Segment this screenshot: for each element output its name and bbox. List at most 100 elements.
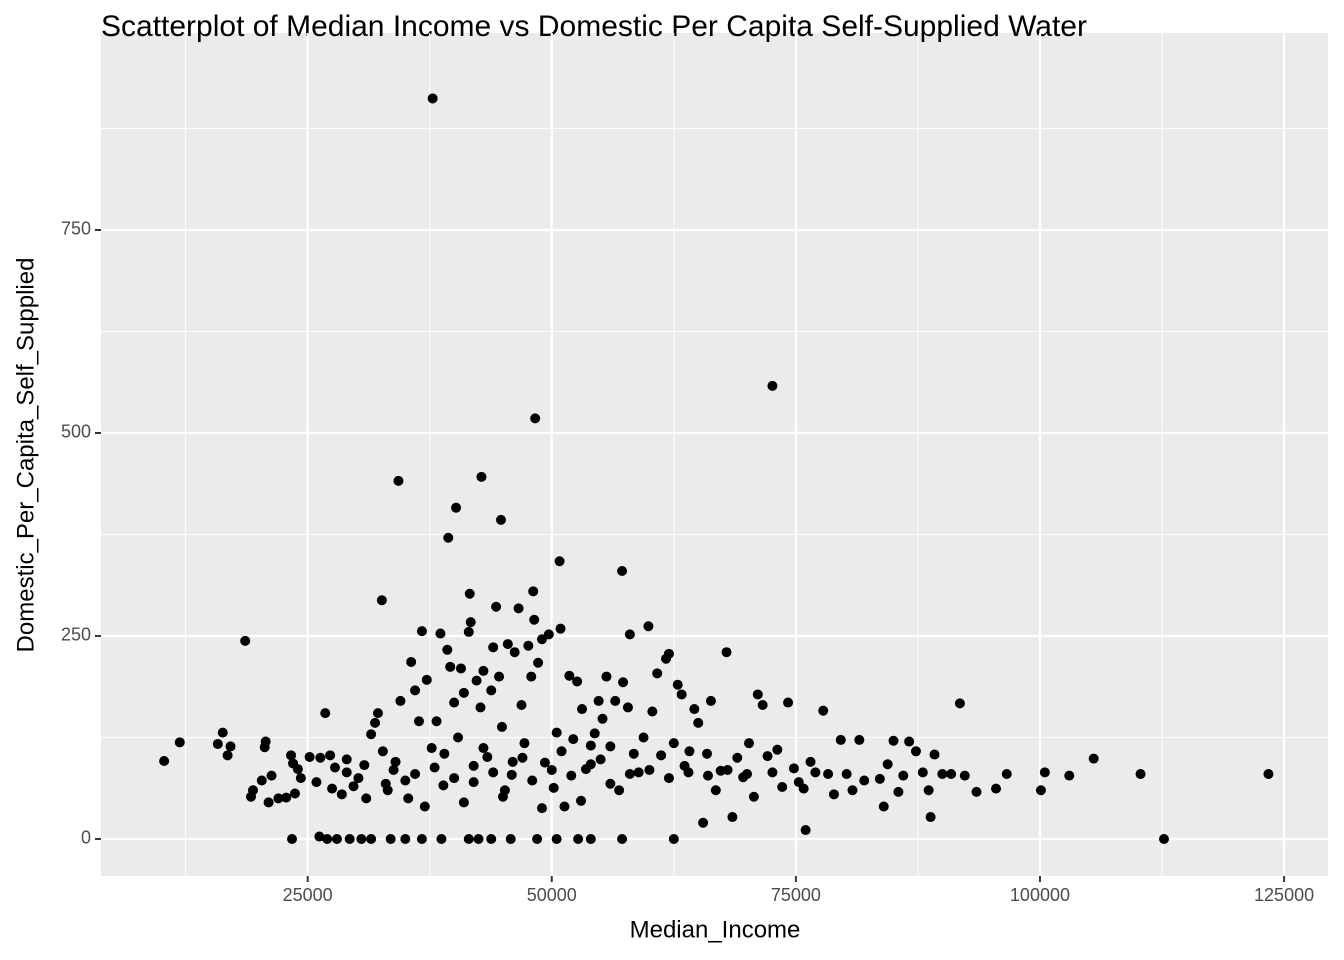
point [566, 770, 577, 781]
point [882, 759, 893, 770]
point [516, 699, 527, 710]
point [413, 716, 424, 727]
point [263, 797, 274, 808]
point [344, 833, 355, 844]
point [159, 756, 170, 767]
point [614, 785, 625, 796]
point [652, 668, 663, 679]
point [488, 767, 499, 778]
point [482, 751, 493, 762]
x-tick-label: 125000 [1254, 885, 1314, 905]
point [702, 770, 713, 781]
point [295, 773, 306, 784]
point [478, 665, 489, 676]
point [537, 803, 548, 814]
point [304, 751, 315, 762]
point [372, 708, 383, 719]
point [617, 833, 628, 844]
point [380, 778, 391, 789]
point [727, 812, 738, 823]
point [443, 532, 454, 543]
point [1263, 769, 1274, 780]
point [356, 833, 367, 844]
point [314, 831, 325, 842]
point [527, 775, 538, 786]
point [320, 708, 331, 719]
point [471, 675, 482, 686]
point [491, 601, 502, 612]
point [421, 674, 432, 685]
point [668, 738, 679, 749]
point [605, 778, 616, 789]
point [453, 732, 464, 743]
point [702, 748, 713, 759]
point [904, 736, 915, 747]
point [929, 749, 940, 760]
point [376, 595, 387, 606]
x-tick-label: 25000 [283, 885, 333, 905]
point [656, 750, 667, 761]
point [266, 770, 277, 781]
point [564, 670, 575, 681]
point [752, 689, 763, 700]
point [419, 801, 430, 812]
point [663, 648, 674, 659]
point [767, 767, 778, 778]
point [495, 514, 506, 525]
point [757, 699, 768, 710]
point [917, 767, 928, 778]
point [526, 671, 537, 682]
point [336, 789, 347, 800]
x-tick-label: 50000 [527, 885, 577, 905]
point [393, 475, 404, 486]
point [416, 833, 427, 844]
point [366, 833, 377, 844]
point [847, 785, 858, 796]
point [800, 825, 811, 836]
point [576, 795, 587, 806]
point [572, 676, 583, 687]
point [923, 785, 934, 796]
point [618, 677, 629, 688]
point [601, 671, 612, 682]
point [341, 754, 352, 765]
point [835, 734, 846, 745]
point [548, 782, 559, 793]
point [225, 741, 236, 752]
point [638, 732, 649, 743]
point [959, 770, 970, 781]
chart-title: Scatterplot of Median Income vs Domestic… [101, 10, 1087, 43]
point [458, 687, 469, 698]
point [805, 756, 816, 767]
point [777, 782, 788, 793]
point [732, 752, 743, 763]
point [539, 757, 550, 768]
point [1088, 753, 1099, 764]
point [663, 773, 674, 784]
point [435, 628, 446, 639]
point [400, 833, 411, 844]
point [523, 640, 534, 651]
point [273, 793, 284, 804]
point [585, 833, 596, 844]
point [559, 801, 570, 812]
point [449, 697, 460, 708]
point [488, 642, 499, 653]
point [395, 695, 406, 706]
point [529, 614, 540, 625]
point [676, 689, 687, 700]
point [486, 833, 497, 844]
point [217, 727, 228, 738]
point [593, 695, 604, 706]
point [410, 769, 421, 780]
point [617, 566, 628, 577]
point [463, 833, 474, 844]
point [798, 783, 809, 794]
point [644, 764, 655, 775]
point [1158, 833, 1169, 844]
point [438, 780, 449, 791]
point [463, 626, 474, 637]
x-tick-label: 75000 [771, 885, 821, 905]
point [388, 764, 399, 775]
